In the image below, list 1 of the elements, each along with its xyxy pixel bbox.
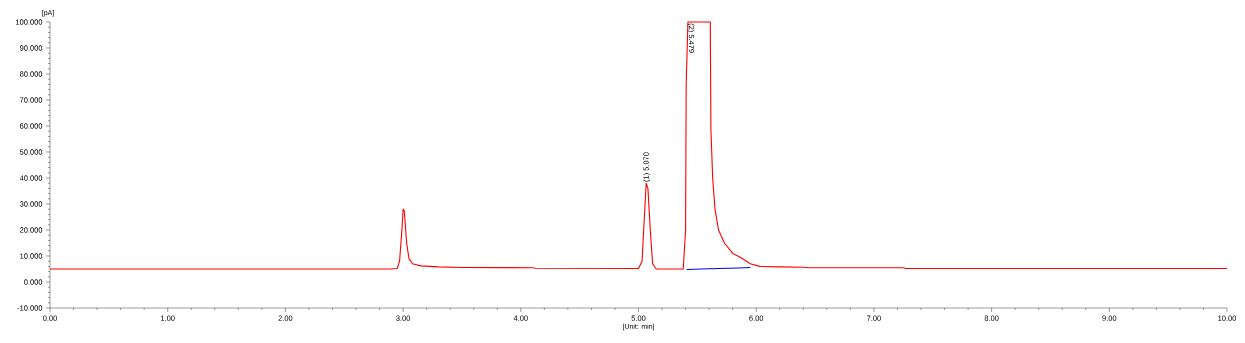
line-series xyxy=(49,21,1228,270)
